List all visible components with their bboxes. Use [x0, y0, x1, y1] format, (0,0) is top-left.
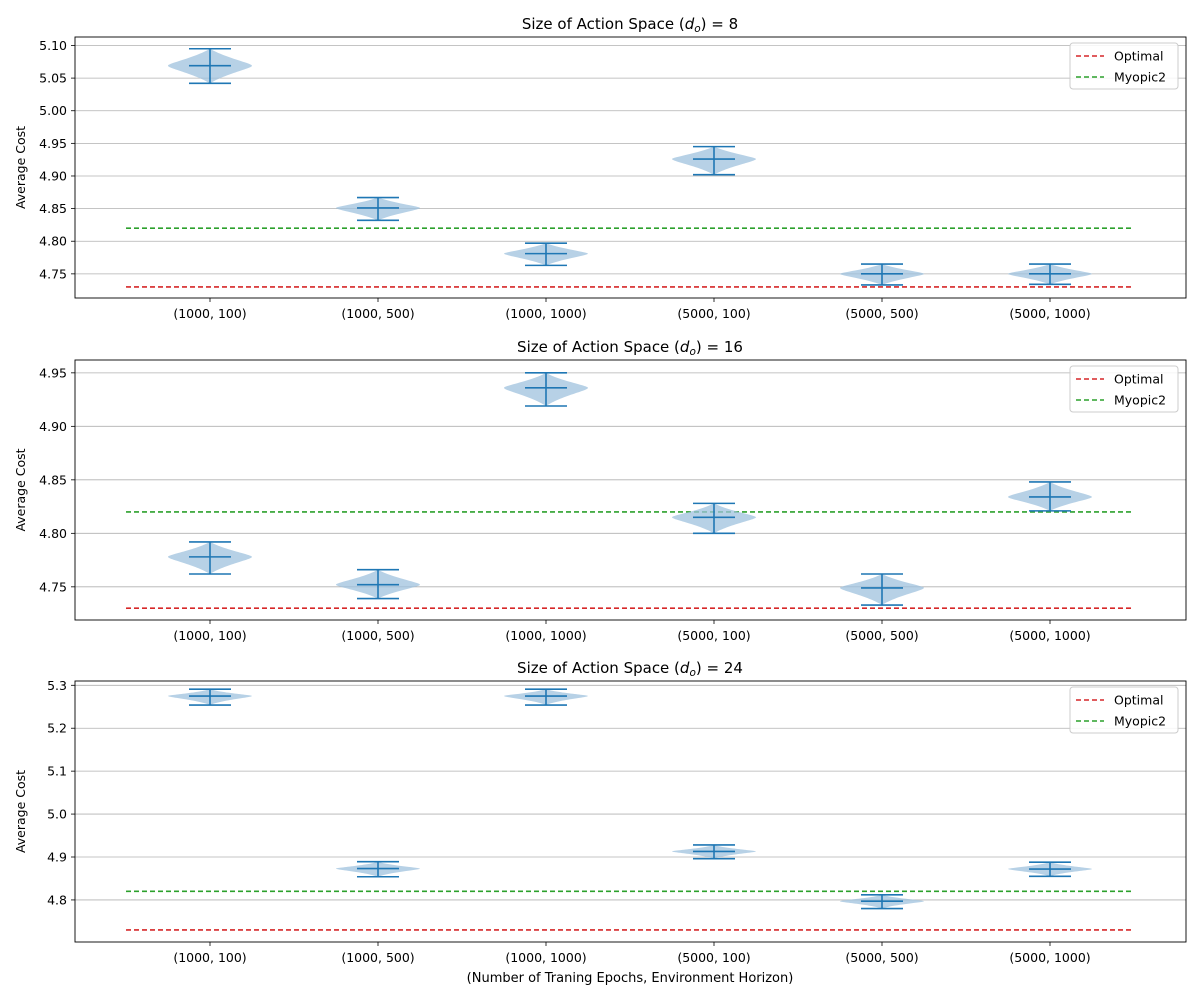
x-tick-label: (1000, 500): [341, 306, 414, 321]
y-tick-label: 5.05: [39, 71, 67, 86]
y-tick-label: 4.90: [39, 419, 67, 434]
axes-frame: [74, 680, 1187, 943]
chart-title: Size of Action Space (do) = 16: [517, 338, 743, 358]
x-tick-label: (5000, 100): [677, 950, 750, 965]
y-axis-label: Average Cost: [13, 770, 28, 853]
title-prefix: Size of Action Space (: [517, 659, 680, 677]
title-prefix: Size of Action Space (: [517, 338, 680, 356]
violin-5: [840, 573, 924, 606]
x-tick-label: (5000, 500): [845, 628, 918, 643]
y-tick-label: 5.3: [47, 678, 67, 693]
legend-label: Optimal: [1114, 693, 1163, 708]
y-tick-label: 5.1: [47, 764, 67, 779]
violin-1: [168, 541, 252, 575]
violin-6: [1008, 263, 1092, 286]
chart-panel-1: 4.75 4.80 4.85 4.90 4.95 5.00 5.05 5.10 (1000, 1…: [13, 15, 1187, 321]
legend: Optimal Myopic2: [1069, 686, 1179, 734]
y-tick-label: 4.80: [39, 526, 67, 541]
title-subscript: o: [689, 346, 695, 358]
violin-4: [672, 502, 756, 535]
y-tick-label: 5.00: [39, 103, 67, 118]
y-tick-label: 4.85: [39, 201, 67, 216]
violin-5: [840, 893, 924, 910]
y-tick-label: 4.95: [39, 136, 67, 151]
chart-panel-3: 4.8 4.9 5.0 5.1 5.2 5.3 (1000, 100) (1000, 500)…: [13, 659, 1187, 965]
violin-4: [672, 145, 756, 176]
title-suffix: ) = 8: [701, 15, 739, 33]
legend-label: Optimal: [1114, 49, 1163, 64]
x-tick-label: (1000, 500): [341, 950, 414, 965]
chart-panel-2: 4.75 4.80 4.85 4.90 4.95 (1000, 100) (1000, 50…: [13, 338, 1187, 643]
legend-label: Myopic2: [1114, 714, 1166, 729]
x-tick-label: (5000, 1000): [1009, 950, 1090, 965]
chart-title: Size of Action Space (do) = 8: [522, 15, 738, 35]
violin-5: [840, 263, 924, 286]
x-tick-label: (1000, 1000): [505, 950, 586, 965]
title-subscript: o: [689, 667, 695, 679]
y-axis-label: Average Cost: [13, 448, 28, 531]
violin-1: [168, 688, 252, 706]
y-tick-label: 5.10: [39, 38, 67, 53]
x-tick-label: (5000, 100): [677, 306, 750, 321]
x-tick-label: (5000, 500): [845, 306, 918, 321]
x-tick-label: (1000, 500): [341, 628, 414, 643]
x-tick-label: (1000, 1000): [505, 306, 586, 321]
y-tick-label: 4.90: [39, 168, 67, 183]
y-tick-label: 4.95: [39, 365, 67, 380]
legend-label: Optimal: [1114, 372, 1163, 387]
y-tick-label: 4.80: [39, 234, 67, 249]
violin-6: [1008, 481, 1092, 512]
violin-2: [336, 196, 420, 222]
x-tick-label: (5000, 1000): [1009, 306, 1090, 321]
axes-frame: [74, 36, 1187, 299]
violin-1: [168, 47, 252, 85]
legend-label: Myopic2: [1114, 393, 1166, 408]
y-tick-label: 4.75: [39, 579, 67, 594]
legend: Optimal Myopic2: [1069, 42, 1179, 90]
x-tick-label: (5000, 1000): [1009, 628, 1090, 643]
figure-xlabel: (Number of Traning Epochs, Environment H…: [467, 971, 794, 986]
y-tick-label: 4.85: [39, 472, 67, 487]
x-tick-label: (1000, 100): [173, 306, 246, 321]
title-symbol: d: [680, 338, 690, 356]
y-tick-label: 4.9: [47, 850, 67, 865]
violin-2: [336, 568, 420, 600]
title-subscript: o: [694, 23, 700, 35]
x-tick-label: (1000, 1000): [505, 628, 586, 643]
y-tick-label: 4.75: [39, 266, 67, 281]
violin-6: [1008, 861, 1092, 878]
x-tick-label: (5000, 100): [677, 628, 750, 643]
title-symbol: d: [685, 15, 695, 33]
title-suffix: ) = 16: [696, 338, 743, 356]
title-prefix: Size of Action Space (: [522, 15, 685, 33]
y-tick-label: 5.2: [47, 721, 67, 736]
legend: Optimal Myopic2: [1069, 365, 1179, 413]
violin-3: [504, 372, 588, 407]
y-axis-label: Average Cost: [13, 126, 28, 209]
axes-frame: [74, 359, 1187, 621]
chart-title: Size of Action Space (do) = 24: [517, 659, 743, 679]
violin-2: [336, 860, 420, 878]
x-tick-label: (1000, 100): [173, 950, 246, 965]
y-tick-label: 5.0: [47, 807, 67, 822]
violin-4: [672, 844, 756, 860]
title-suffix: ) = 24: [696, 659, 743, 677]
x-tick-label: (1000, 100): [173, 628, 246, 643]
title-symbol: d: [680, 659, 690, 677]
violin-3: [504, 242, 588, 267]
legend-label: Myopic2: [1114, 70, 1166, 85]
y-tick-label: 4.8: [47, 892, 67, 907]
x-tick-label: (5000, 500): [845, 950, 918, 965]
violin-3: [504, 688, 588, 706]
